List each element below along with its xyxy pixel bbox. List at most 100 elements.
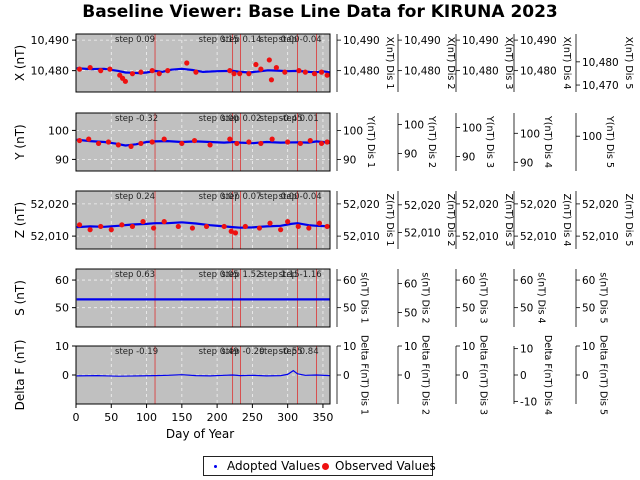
right-axis-2: 90 100 Y(nT) Dis 2 <box>397 113 437 171</box>
right-axis-tick-label: 60 <box>343 275 356 287</box>
right-axis-label: s(nT) Dis 1 <box>359 272 370 323</box>
x-tick-label: 300 <box>277 411 298 424</box>
right-axis-tick-label: 10 <box>520 344 533 356</box>
right-axis-4: 50 60 s(nT) Dis 4 <box>513 269 547 327</box>
right-axis-tick-label: 90 <box>520 157 533 169</box>
right-axis-4: 90 100 Y(nT) Dis 4 <box>513 113 553 171</box>
right-axis-label: Z(nT) Dis 5 <box>623 194 634 247</box>
right-axis-tick-label: 60 <box>404 279 417 291</box>
x-tick-label: 200 <box>207 411 228 424</box>
y-axis-label: X (nT) <box>13 45 27 81</box>
observed-point <box>256 225 263 231</box>
legend-label-adopted: Adopted Values <box>227 459 321 473</box>
right-axis-5: 10,470 10,480 X(nT) Dis 5 <box>575 34 634 92</box>
right-axis-tick-label: 100 <box>343 125 363 137</box>
step-label: step 0.63 <box>115 270 155 280</box>
right-axis-label: Y(nT) Dis 5 <box>604 115 615 168</box>
observed-point <box>228 228 234 234</box>
y-tick-label: 100 <box>48 124 69 137</box>
right-axis-tick-label: 52,020 <box>462 199 499 211</box>
observed-point <box>165 68 171 74</box>
observed-point <box>108 227 114 233</box>
observed-point <box>128 143 134 149</box>
observed-point <box>95 140 102 147</box>
right-axis-label: X(nT) Dis 5 <box>623 37 634 90</box>
right-axis-tick-label: 10 <box>343 341 356 353</box>
right-axis-tick-label: 52,010 <box>404 227 441 239</box>
chart-title: Baseline Viewer: Base Line Data for KIRU… <box>82 2 558 22</box>
right-axis-tick-label: 0 <box>582 370 589 382</box>
x-axis-label: Day of Year <box>166 427 234 441</box>
step-label: step -0.19 <box>115 347 158 357</box>
step-label: step 0.84 <box>279 347 319 357</box>
right-axis-tick-label: 0 <box>404 370 411 382</box>
adopted-marker-icon <box>214 465 217 468</box>
adopted-series-line <box>76 369 331 377</box>
plot-frame <box>75 33 331 93</box>
observed-point <box>278 227 284 233</box>
right-axis-tick-label: 50 <box>582 303 595 315</box>
right-axis-1: 0 10 Delta F(nT) Dis 1 <box>336 335 370 415</box>
right-axis-tick-label: 50 <box>404 308 417 320</box>
step-label: step -0.04 <box>279 192 322 202</box>
adopted-series-line <box>76 67 331 75</box>
x-tick-label: 50 <box>104 411 118 424</box>
observed-point <box>231 71 237 77</box>
x-tick-label: 250 <box>242 411 263 424</box>
chart-legend: Adopted Values Observed Values <box>203 456 436 476</box>
x-tick-label: 350 <box>312 411 333 424</box>
observed-point <box>311 71 318 77</box>
y-tick-label: 90 <box>55 153 69 166</box>
step-label: step -0.20 <box>221 347 264 357</box>
y-tick-label: 52,020 <box>31 198 70 211</box>
observed-point <box>184 60 190 66</box>
x-tick-label: 100 <box>136 411 157 424</box>
step-label: step -0.04 <box>279 35 322 45</box>
observed-point <box>193 69 199 75</box>
y-tick-label: 10 <box>55 340 69 353</box>
right-axis-label: Delta F(nT) Dis 2 <box>420 335 431 415</box>
step-label: step 0.14 <box>221 35 261 45</box>
right-axis-tick-label: 100 <box>520 128 540 140</box>
right-axis-tick-label: 10,480 <box>462 66 499 78</box>
right-axis-tick-label: 100 <box>404 120 424 132</box>
right-axis-tick-label: 0 <box>520 370 527 382</box>
right-axis-label: s(nT) Dis 4 <box>536 272 547 323</box>
observed-point <box>87 227 93 233</box>
right-axis-tick-label: 10 <box>582 341 595 353</box>
y-tick-label: 10,490 <box>31 34 70 47</box>
right-axis-label: Y(nT) Dis 4 <box>542 115 553 168</box>
right-axis-tick-label: -10 <box>520 396 537 408</box>
right-axis-label: s(nT) Dis 3 <box>478 272 489 323</box>
right-axis-2: 52,010 52,020 Z(nT) Dis 2 <box>397 191 456 249</box>
observed-point <box>318 140 325 147</box>
observed-point <box>98 68 104 74</box>
y-tick-label: 0 <box>62 369 69 382</box>
x-tick-label: 150 <box>171 411 192 424</box>
right-axis-3: 90 100 Y(nT) Dis 3 <box>455 113 495 171</box>
step-label: step 0.15 <box>199 35 239 45</box>
right-axis-tick-label: 10,480 <box>404 66 441 78</box>
y-axis-label: S (nT) <box>13 280 27 316</box>
right-axis-label: Y(nT) Dis 3 <box>484 115 495 168</box>
right-axis-5: 100 Y(nT) Dis 5 <box>575 113 615 171</box>
observed-point <box>318 69 325 75</box>
right-axis-label: Y(nT) Dis 2 <box>426 115 437 168</box>
observed-point <box>149 139 155 145</box>
observed-point <box>268 77 275 83</box>
step-label: step 0.02 <box>221 114 261 124</box>
right-axis-tick-label: 52,020 <box>404 200 441 212</box>
observed-point <box>191 137 198 144</box>
step-label: step 1.52 <box>221 270 261 280</box>
step-label: step 0.00 <box>260 192 300 202</box>
step-label: step 0.05 <box>199 270 239 280</box>
right-axis-5: 52,010 52,020 Z(nT) Dis 5 <box>575 191 634 249</box>
right-axis-tick-label: 100 <box>462 123 482 135</box>
observed-point <box>151 225 157 231</box>
right-axis-tick-label: 52,010 <box>582 231 619 243</box>
right-axis-5: 50 60 s(nT) Dis 5 <box>575 269 609 327</box>
right-axis-2: 10,480 10,490 X(nT) Dis 2 <box>397 34 456 92</box>
right-axis-tick-label: 50 <box>462 303 475 315</box>
